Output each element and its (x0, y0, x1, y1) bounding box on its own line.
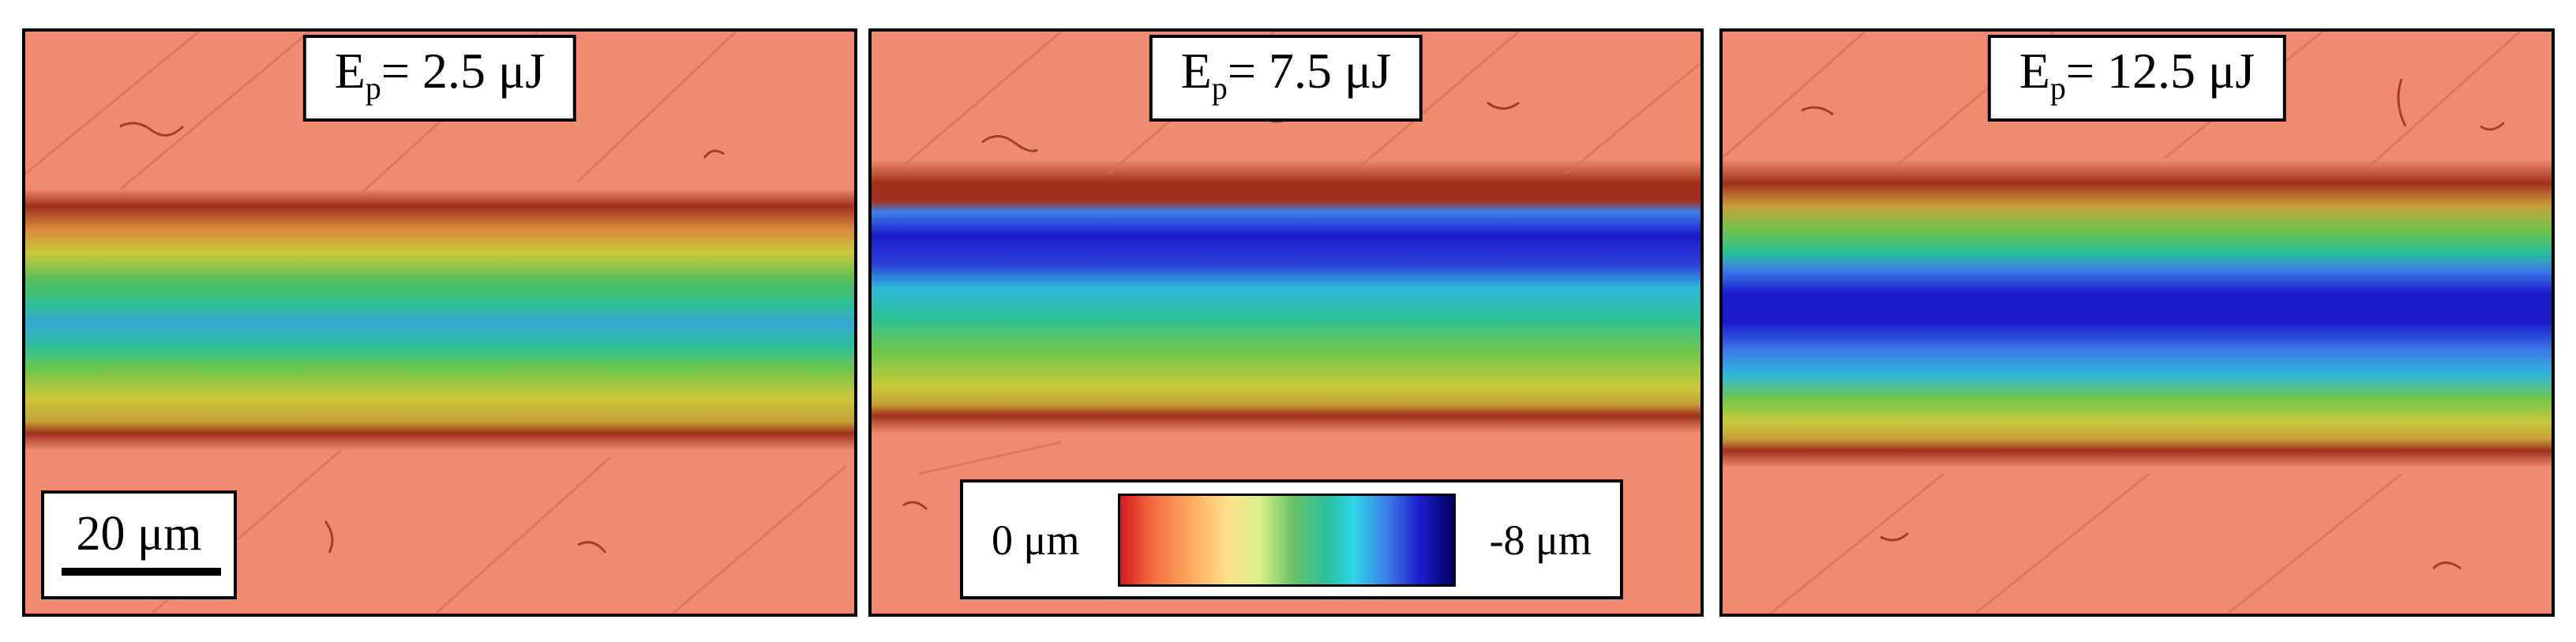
depth-colorbar: 0 μm -8 μm (960, 479, 1623, 599)
pulse-energy-label: Ep= 12.5 μJ (1987, 35, 2287, 122)
colorbar-min-label: 0 μm (992, 516, 1080, 564)
colorbar-max-label: -8 μm (1489, 516, 1592, 564)
scale-bar-label: 20 μm (76, 507, 202, 561)
height-map-image-3 (1723, 32, 2552, 614)
pulse-energy-label: Ep= 2.5 μJ (302, 35, 577, 122)
scale-bar: 20 μm (41, 490, 237, 599)
scale-bar-line (62, 568, 221, 576)
height-map-panel-2: Ep= 7.5 μJ 0 μm -8 μm (868, 28, 1704, 617)
height-map-panel-1: Ep= 2.5 μJ 20 μm (22, 28, 857, 617)
height-map-panel-3: Ep= 12.5 μJ (1719, 28, 2555, 617)
pulse-energy-label: Ep= 7.5 μJ (1149, 35, 1423, 122)
colorbar-gradient (1118, 494, 1456, 587)
